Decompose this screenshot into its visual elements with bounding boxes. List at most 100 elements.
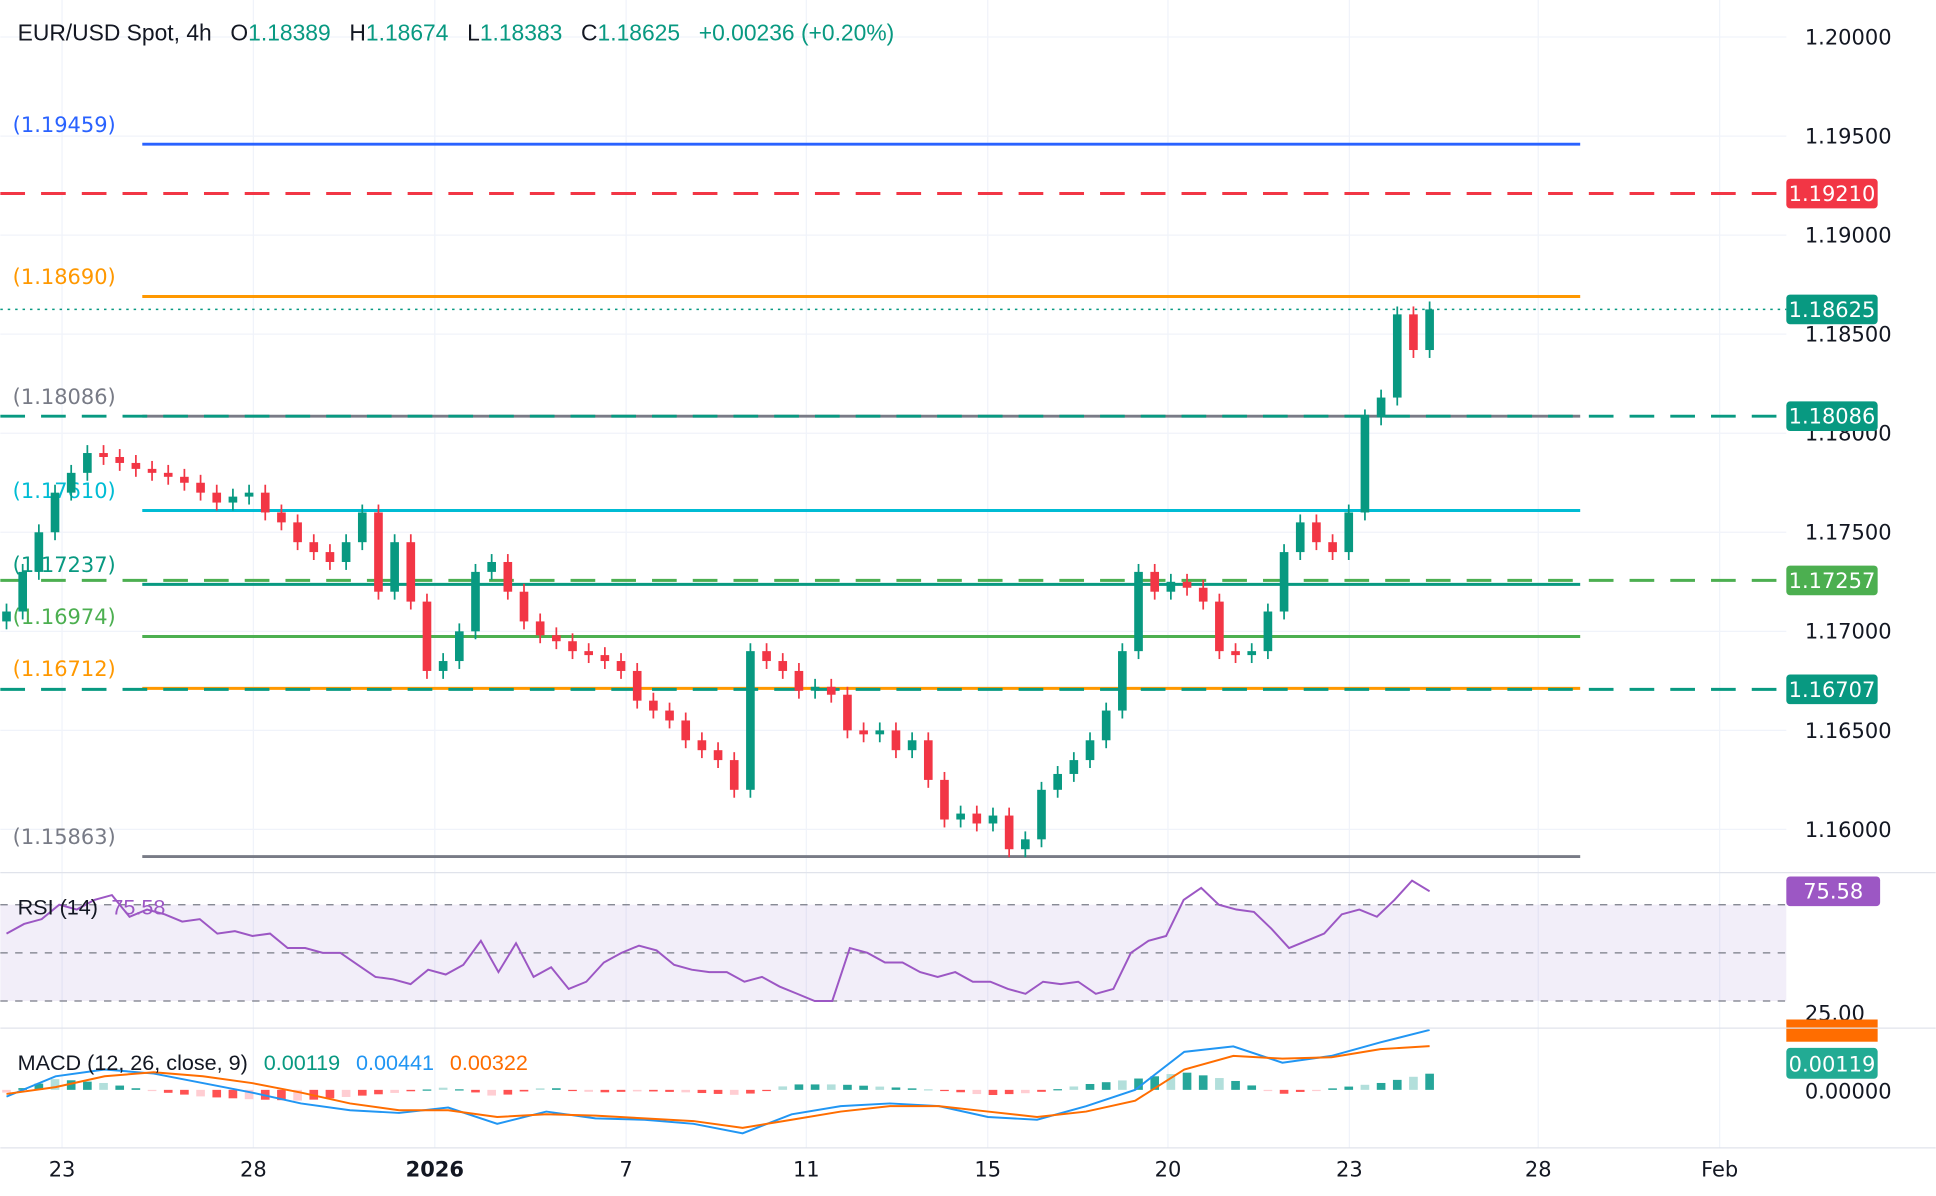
macd-histogram-bar <box>972 1089 982 1095</box>
macd-histogram-bar <box>1360 1084 1370 1090</box>
candle-up <box>471 571 480 632</box>
macd-histogram-bar <box>1263 1089 1273 1092</box>
price-axis[interactable]: 1.200001.195001.190001.185001.180001.175… <box>1805 25 1892 841</box>
macd-histogram-bar <box>552 1088 561 1090</box>
macd-histogram-bar <box>1279 1089 1289 1094</box>
price-level-label: (1.18690) <box>13 265 116 289</box>
candle-down <box>616 661 626 671</box>
candle-down <box>665 710 674 721</box>
price-level-label: (1.18086) <box>13 385 116 409</box>
macd-histogram-bar <box>66 1080 76 1090</box>
macd-histogram-bar <box>665 1089 674 1092</box>
candle-up <box>341 542 351 562</box>
high-label: H <box>349 20 366 46</box>
candle-down <box>923 740 933 780</box>
macd-histogram-bar <box>1409 1076 1418 1090</box>
candle-up <box>988 815 998 824</box>
candle-down <box>972 813 982 824</box>
time-tick-label: 23 <box>49 1157 76 1181</box>
macd-histogram-bar <box>891 1087 901 1090</box>
candle-down <box>503 561 513 592</box>
macd-histogram-bar <box>923 1089 933 1091</box>
macd-histogram-bar <box>390 1089 399 1093</box>
price-badge-label: 1.16707 <box>1789 678 1876 702</box>
candle-up <box>357 512 367 543</box>
macd-histogram-bar <box>907 1088 917 1090</box>
candle-down <box>1198 587 1208 602</box>
candle-down <box>1231 651 1240 656</box>
candle-up <box>1166 581 1176 592</box>
candle-down <box>1409 314 1418 351</box>
candle-down <box>147 468 157 473</box>
price-badge <box>1786 178 1878 209</box>
candle-down <box>891 730 901 751</box>
candle-down <box>552 635 561 642</box>
macd-histogram-bar <box>1004 1089 1014 1095</box>
macd-histogram-bar <box>746 1089 755 1094</box>
macd-histogram-bar <box>244 1089 254 1100</box>
candle-down <box>600 655 610 662</box>
rsi-legend: RSI (14) 75.58 <box>18 895 166 920</box>
candle-up <box>1069 760 1079 774</box>
macd-histogram-bar <box>2 1089 11 1093</box>
candle-up <box>66 472 76 493</box>
macd-histogram-bar <box>875 1086 885 1090</box>
candle-up <box>1101 710 1111 741</box>
candles <box>2 301 1434 858</box>
close-label: C <box>581 20 598 46</box>
candle-up <box>244 492 254 497</box>
candle-up <box>454 631 464 662</box>
candle-up <box>83 453 92 473</box>
time-tick-label: 2026 <box>406 1157 464 1181</box>
candle-up <box>956 813 965 820</box>
price-tick-label: 1.19500 <box>1805 124 1892 148</box>
price-tick-label: 1.20000 <box>1805 25 1892 49</box>
macd-histogram-bar <box>762 1089 771 1092</box>
candle-up <box>2 611 11 622</box>
macd-histogram-bar <box>1118 1080 1127 1090</box>
candle-down <box>519 591 529 622</box>
candle-up <box>1360 417 1370 513</box>
candle-up <box>1118 651 1127 711</box>
candle-down <box>778 661 788 671</box>
macd-histogram-bar <box>1021 1089 1030 1094</box>
candle-down <box>293 522 302 543</box>
time-axis[interactable]: 23 28 2026 7 11 15 20 23 28 Feb <box>49 1157 1739 1181</box>
macd-histogram-bar <box>374 1089 383 1095</box>
candle-down <box>762 651 771 662</box>
change-value: +0.00236 (+0.20%) <box>699 20 894 46</box>
macd-histogram-bar <box>115 1085 125 1090</box>
rsi-badge-label: 75.58 <box>1803 880 1863 904</box>
price-badge-label: 1.17257 <box>1789 569 1876 593</box>
macd-histogram-bar <box>293 1089 302 1101</box>
macd-histogram-bar <box>956 1089 965 1093</box>
candle-up <box>1085 740 1095 761</box>
macd-legend: MACD (12, 26, close, 9) 0.00119 0.00441 … <box>18 1050 528 1075</box>
time-tick-label: 11 <box>793 1157 820 1181</box>
candle-down <box>260 492 270 513</box>
candle-down <box>649 700 658 711</box>
candle-down <box>374 512 383 592</box>
macd-histogram-bar <box>1215 1078 1224 1090</box>
high-value: 1.18674 <box>366 20 449 46</box>
macd-histogram-bar <box>1182 1072 1192 1090</box>
macd-histogram-bar <box>1392 1079 1402 1090</box>
macd-histogram-bar <box>1247 1085 1257 1090</box>
macd-histogram-bar <box>940 1089 949 1092</box>
macd-pane: 0.00119 0.00000 <box>2 1019 1892 1135</box>
macd-histogram-bar <box>357 1089 367 1096</box>
candle-up <box>1425 309 1434 351</box>
price-tick-label: 1.17500 <box>1805 521 1892 545</box>
price-levels: (1.19459) (1.18690) (1.18086) (1.17610) (1.1… <box>0 113 1787 859</box>
candle-up <box>907 740 917 751</box>
candle-down <box>1182 581 1192 588</box>
time-tick-label: 15 <box>974 1157 1001 1181</box>
candle-down <box>1215 601 1224 652</box>
macd-histogram-bar <box>729 1089 739 1095</box>
macd-histogram-bar <box>616 1089 626 1092</box>
macd-line <box>6 1029 1430 1135</box>
candle-up <box>1037 789 1046 840</box>
macd-histogram-bar <box>454 1089 464 1091</box>
candle-up <box>810 686 820 691</box>
